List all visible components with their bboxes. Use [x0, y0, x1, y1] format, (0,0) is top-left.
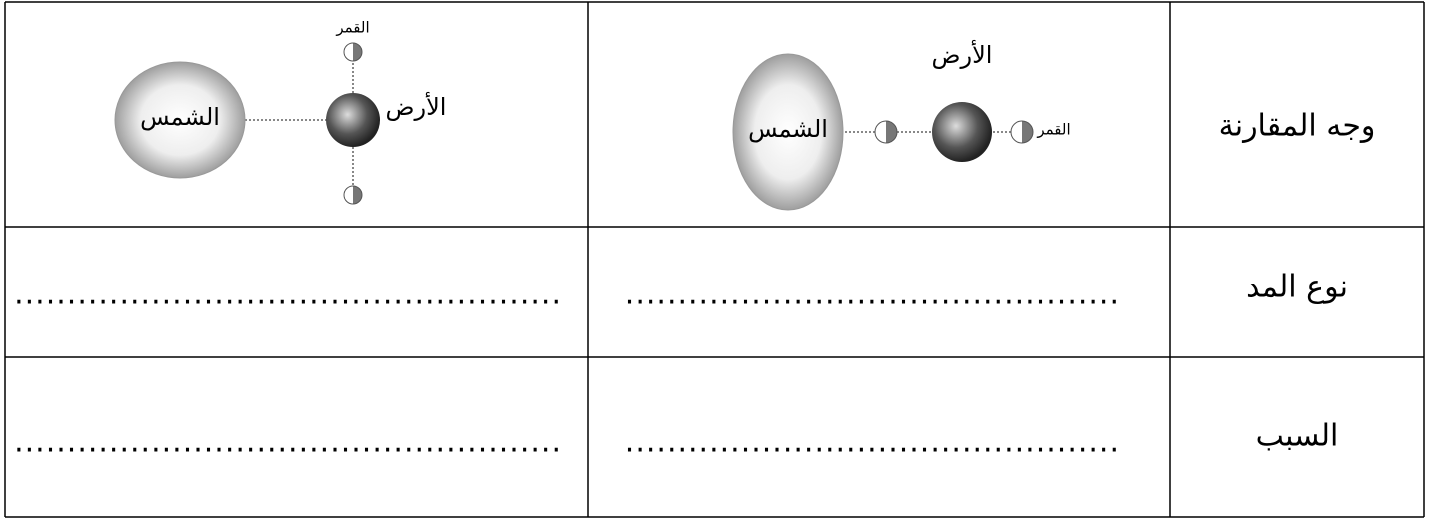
sun-label: الشمس: [748, 115, 828, 143]
sun-label: الشمس: [140, 103, 220, 131]
answer-blank: ........................................…: [625, 277, 1120, 312]
row-label: وجه المقارنة: [1219, 109, 1376, 144]
table-grid: [4, 1, 1425, 518]
earth-label: الأرض: [386, 92, 447, 121]
perpendicular-diagram: الشمس الأرض القمر: [114, 19, 447, 205]
row-label: نوع المد: [1246, 270, 1348, 305]
moon-label: القمر: [1036, 121, 1070, 139]
answer-blank: ........................................…: [14, 277, 562, 312]
answer-blank: ........................................…: [14, 425, 562, 460]
row-label: السبب: [1256, 419, 1339, 454]
answer-blank: ........................................…: [625, 425, 1120, 460]
aligned-diagram: الشمس الأرض القمر: [732, 40, 1071, 211]
earth-label: الأرض: [932, 40, 993, 69]
moon-label: القمر: [335, 19, 369, 37]
